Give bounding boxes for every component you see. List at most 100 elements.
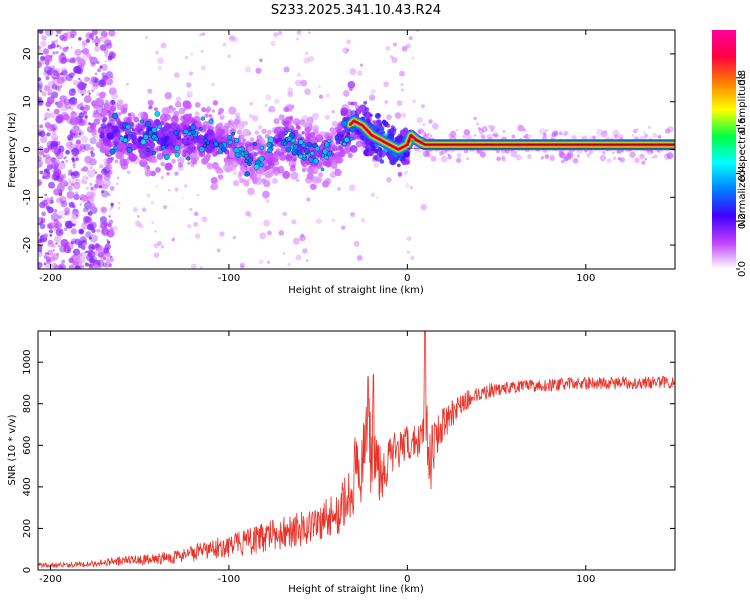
spectrogram-cell (406, 236, 412, 242)
x-tick-label: -200 (39, 574, 62, 585)
spectrogram-cell (492, 131, 499, 138)
spectrogram-cell (50, 91, 59, 99)
spectrogram-cell (241, 168, 246, 173)
spectrogram-cell (117, 206, 121, 210)
spectrogram-cell (78, 132, 82, 136)
spectrogram-cell (45, 256, 52, 262)
spectrogram-cell (85, 168, 90, 173)
spectrogram-cell (476, 122, 479, 126)
spectrogram-cell (334, 168, 342, 177)
spectrogram-cell (517, 124, 525, 132)
spectrogram-cell (102, 262, 108, 268)
spectrogram-cell (304, 126, 312, 134)
spectrogram-cell (66, 58, 71, 63)
spectrogram-cell (325, 93, 330, 98)
spectrogram-cell (40, 136, 48, 144)
spectrogram-cell (586, 152, 591, 158)
spectrogram-cell (58, 215, 63, 219)
spectrogram-cell (90, 245, 95, 250)
spectrogram-cell (199, 266, 203, 269)
spectrogram-cell (55, 39, 59, 42)
spectrogram-cell (44, 197, 52, 205)
spectrogram-cell (90, 150, 94, 154)
spectrogram-cell (273, 32, 279, 38)
spectrogram-cell (216, 248, 221, 253)
spectrogram-cell (215, 134, 222, 142)
spectrogram-cell (51, 243, 56, 248)
spectrogram-cell (268, 109, 271, 112)
spectrogram-cell (83, 117, 88, 122)
spectrogram-cell (619, 157, 626, 163)
spectrogram-cell (217, 167, 221, 171)
spectrogram-cell (368, 94, 376, 101)
spectrogram-cell (56, 175, 60, 179)
spectrogram-cell (109, 32, 113, 35)
spectrogram-cell (60, 72, 63, 75)
spectrogram-cell (313, 167, 319, 173)
spectrogram-cell (291, 219, 297, 225)
spectrogram-cell (114, 135, 120, 142)
spectrogram-cell (70, 216, 74, 220)
spectrogram-cell (141, 207, 147, 212)
spectrogram-cell (393, 42, 397, 47)
spectrogram-cell (487, 124, 493, 129)
spectrogram-cell (85, 95, 91, 101)
spectrogram-cell (101, 75, 107, 82)
spectrogram-cell (527, 154, 532, 159)
spectrogram-cell (283, 66, 290, 73)
spectrogram-cell (160, 42, 167, 49)
spectrogram-cell (201, 32, 206, 36)
spectrogram-cell (643, 131, 646, 135)
spectrogram-cell (61, 160, 65, 164)
colorbar-tick-label: 0.6 (737, 118, 748, 134)
spectrogram-cell (52, 159, 61, 167)
spectrogram-cell (405, 43, 411, 49)
spectrogram-cell (119, 158, 128, 167)
spectrogram-cell (230, 164, 237, 172)
spectrogram-cell (199, 33, 203, 37)
spectrogram-cell (45, 205, 51, 211)
spectrogram-cell (194, 111, 200, 117)
spectrogram-cell (399, 70, 405, 77)
y-tick-label: 10 (22, 95, 33, 108)
spectrogram-cell (501, 157, 506, 162)
spectrogram-cell (102, 138, 112, 147)
spectrogram-peak (109, 148, 116, 155)
spectrogram-cell (233, 171, 238, 176)
spectrogram-cell (56, 101, 64, 108)
spectrogram-cell (502, 130, 506, 133)
spectrogram-cell (292, 237, 300, 245)
spectrogram-peak (186, 156, 191, 161)
spectrogram-cell (81, 194, 89, 202)
spectrogram-cell (86, 209, 90, 213)
spectrogram-cell (154, 230, 157, 233)
spectrogram-cell (330, 162, 338, 170)
spectrogram-cell (103, 247, 110, 254)
spectrogram-cell (74, 265, 81, 269)
spectrogram-cell (258, 259, 264, 265)
spectrogram-cell (55, 34, 59, 37)
spectrogram-cell (211, 162, 219, 170)
spectrogram-cell (355, 140, 363, 148)
spectrogram-cell (295, 254, 302, 261)
spectrogram-cell (423, 131, 427, 135)
spectrogram-cell (81, 40, 87, 46)
spectrogram-cell (101, 225, 107, 231)
spectrogram-cell (273, 118, 280, 125)
spectrogram-cell (317, 162, 324, 169)
spectrogram-cell (88, 33, 95, 39)
spectrogram-cell (212, 100, 219, 106)
spectrogram-cell (606, 158, 612, 164)
spectrogram-cell (98, 79, 107, 88)
spectrogram-cell (211, 109, 216, 113)
spectrogram-cell (287, 262, 291, 267)
spectrogram-cell (64, 220, 74, 229)
spectrogram-cell (209, 125, 215, 131)
spectrogram-peak (288, 128, 292, 133)
spectrogram-cell (632, 129, 638, 134)
spectrogram-cell (428, 119, 433, 124)
spectrogram-cell (59, 46, 63, 50)
spectrogram-cell (108, 219, 114, 225)
spectrogram-cell (564, 153, 572, 161)
spectrogram-cell (196, 193, 200, 197)
